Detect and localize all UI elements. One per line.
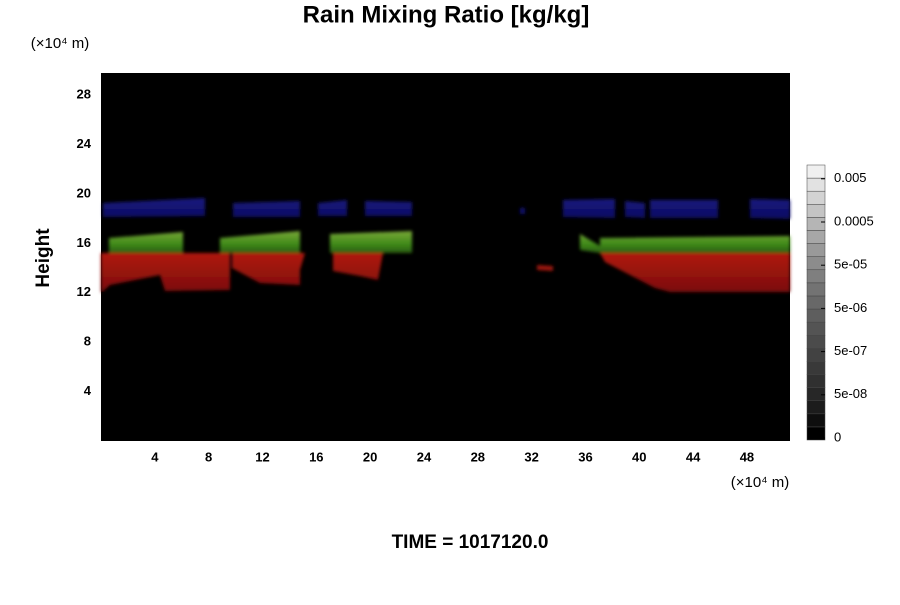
y-axis-label: Height — [33, 228, 54, 288]
x-tick-label: 36 — [578, 449, 592, 464]
x-tick-label: 44 — [686, 449, 701, 464]
x-tick-label: 32 — [524, 449, 538, 464]
y-tick-label: 12 — [77, 284, 91, 299]
colorbar-cell — [806, 230, 826, 244]
colorbar-cell — [806, 361, 826, 375]
y-tick-label: 24 — [77, 136, 92, 151]
colorbar-cell — [806, 269, 826, 284]
field-shapes — [101, 198, 790, 293]
colorbar-label: 0.0005 — [834, 213, 874, 228]
y-tick-label: 8 — [84, 334, 91, 349]
x-tick-label: 28 — [471, 449, 485, 464]
colorbar: 0 5e-08 5e-07 5e-06 5e-05 0.0005 0.005 — [806, 164, 874, 444]
time-annotation: TIME = 1017120.0 — [392, 532, 549, 553]
colorbar-cell — [806, 256, 826, 271]
y-tick-label: 4 — [84, 383, 92, 398]
x-tick-label: 24 — [417, 449, 432, 464]
colorbar-cell — [806, 374, 826, 388]
colorbar-label: 0.005 — [834, 170, 867, 185]
colorbar-cell — [806, 334, 826, 349]
colorbar-cell — [806, 387, 826, 401]
y-unit: (×10⁴ m) — [31, 35, 90, 52]
x-tick-label: 20 — [363, 449, 377, 464]
colorbar-label: 5e-05 — [834, 257, 867, 272]
x-tick-label: 12 — [255, 449, 269, 464]
colorbar-cell — [806, 413, 826, 428]
colorbar-cell — [806, 164, 826, 179]
colorbar-label: 5e-07 — [834, 343, 867, 358]
x-tick-label: 8 — [205, 449, 212, 464]
chart-title: Rain Mixing Ratio [kg/kg] — [303, 1, 590, 28]
colorbar-label: 5e-08 — [834, 386, 867, 401]
y-tick-label: 16 — [77, 235, 91, 250]
x-tick-label: 48 — [740, 449, 754, 464]
colorbar-cell — [806, 217, 826, 231]
y-tick-label: 20 — [77, 185, 91, 200]
x-tick-label: 40 — [632, 449, 646, 464]
colorbar-cell — [806, 400, 826, 415]
x-tick-label: 16 — [309, 449, 323, 464]
colorbar-cell — [806, 282, 826, 297]
y-tick-label: 28 — [77, 87, 91, 102]
x-unit: (×10⁴ m) — [731, 474, 790, 491]
colorbar-cell — [806, 177, 826, 192]
colorbar-label: 0 — [834, 429, 841, 444]
colorbar-label: 5e-06 — [834, 300, 867, 315]
colorbar-cell — [806, 308, 826, 323]
colorbar-cell — [806, 243, 826, 257]
colorbar-cell — [806, 295, 826, 310]
colorbar-cell — [806, 321, 826, 336]
colorbar-cell — [806, 190, 826, 205]
colorbar-cell — [806, 348, 826, 362]
x-tick-label: 4 — [151, 449, 159, 464]
colorbar-cell — [806, 204, 826, 218]
